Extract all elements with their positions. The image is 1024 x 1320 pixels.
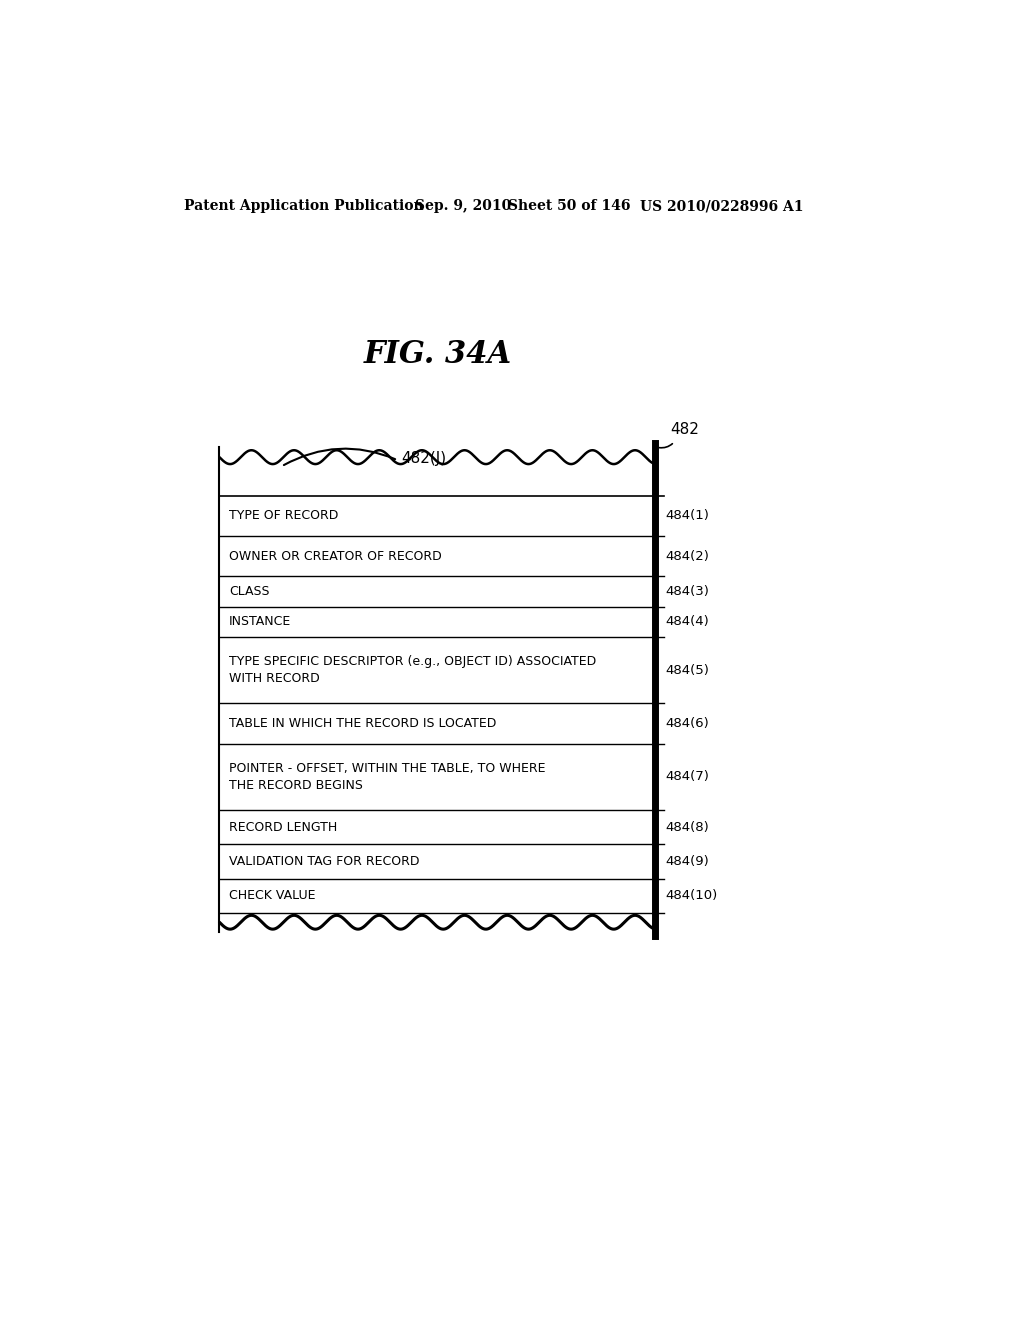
Text: 484(1): 484(1) xyxy=(666,510,710,523)
Text: US 2010/0228996 A1: US 2010/0228996 A1 xyxy=(640,199,803,213)
Text: 484(4): 484(4) xyxy=(666,615,710,628)
Text: TABLE IN WHICH THE RECORD IS LOCATED: TABLE IN WHICH THE RECORD IS LOCATED xyxy=(228,717,496,730)
Text: TYPE OF RECORD: TYPE OF RECORD xyxy=(228,510,338,523)
Text: Sheet 50 of 146: Sheet 50 of 146 xyxy=(508,199,630,213)
Text: INSTANCE: INSTANCE xyxy=(228,615,291,628)
Text: TYPE SPECIFIC DESCRIPTOR (e.g., OBJECT ID) ASSOCIATED
WITH RECORD: TYPE SPECIFIC DESCRIPTOR (e.g., OBJECT I… xyxy=(228,655,596,685)
Text: 484(2): 484(2) xyxy=(666,549,710,562)
Text: 482: 482 xyxy=(671,422,699,437)
Text: 484(5): 484(5) xyxy=(666,664,710,677)
Text: VALIDATION TAG FOR RECORD: VALIDATION TAG FOR RECORD xyxy=(228,855,419,869)
Text: 484(9): 484(9) xyxy=(666,855,710,869)
Text: 484(6): 484(6) xyxy=(666,717,710,730)
Text: CHECK VALUE: CHECK VALUE xyxy=(228,890,315,903)
Text: 484(7): 484(7) xyxy=(666,771,710,783)
Text: POINTER - OFFSET, WITHIN THE TABLE, TO WHERE
THE RECORD BEGINS: POINTER - OFFSET, WITHIN THE TABLE, TO W… xyxy=(228,762,545,792)
Text: 484(8): 484(8) xyxy=(666,821,710,834)
Text: Sep. 9, 2010: Sep. 9, 2010 xyxy=(415,199,511,213)
Text: OWNER OR CREATOR OF RECORD: OWNER OR CREATOR OF RECORD xyxy=(228,549,441,562)
Text: FIG. 34A: FIG. 34A xyxy=(364,339,512,370)
Text: CLASS: CLASS xyxy=(228,585,269,598)
Text: 482(J): 482(J) xyxy=(401,451,446,466)
Text: 484(3): 484(3) xyxy=(666,585,710,598)
Text: Patent Application Publication: Patent Application Publication xyxy=(183,199,424,213)
Text: RECORD LENGTH: RECORD LENGTH xyxy=(228,821,337,834)
Text: 484(10): 484(10) xyxy=(666,890,718,903)
